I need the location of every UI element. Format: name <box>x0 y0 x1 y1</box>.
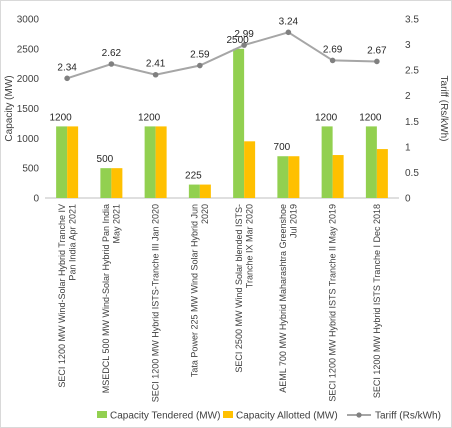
bar-capacity-allotted <box>244 141 256 198</box>
y2-tick-label: 1 <box>405 142 411 153</box>
category-label: SECI 1200 MW Hybrid ISTS-Tranche III Jan… <box>151 204 161 402</box>
bar-capacity-allotted <box>376 149 388 198</box>
y-tick-label: 500 <box>22 164 39 175</box>
y2-tick-label: 2.5 <box>405 66 419 77</box>
tariff-point <box>241 42 247 48</box>
legend-label-tendered: Capacity Tendered (MW) <box>110 411 220 422</box>
tariff-line-group <box>64 29 380 82</box>
legend: Capacity Tendered (MW) Capacity Allotted … <box>97 411 441 422</box>
bars-group <box>56 48 388 199</box>
bar-capacity-tendered <box>321 126 333 198</box>
data-label-tendered: 700 <box>274 142 291 153</box>
data-label-tariff: 2.59 <box>190 50 210 61</box>
legend-swatch-tendered <box>97 411 107 418</box>
tariff-line <box>66 31 377 80</box>
category-label: SECI 2500 MW Wind Solar blended ISTS- <box>234 204 244 373</box>
tariff-point <box>108 61 115 67</box>
category-label: SECI 1200 MW Wind-Solar Hybrid Tranche I… <box>57 204 67 388</box>
y-tick-label: 1000 <box>17 134 40 145</box>
y-tick-label: 2500 <box>17 44 40 55</box>
y2-tick-label: 1.5 <box>405 117 419 128</box>
y2-tick-label: 0.5 <box>405 168 419 179</box>
bar-capacity-tendered <box>365 126 377 198</box>
category-label: May 2021 <box>112 204 122 244</box>
y-tick-label: 3000 <box>17 15 40 26</box>
bar-capacity-tendered <box>56 126 68 198</box>
y-tick-label: 1500 <box>17 104 40 115</box>
tariff-point <box>285 29 292 36</box>
bar-capacity-allotted <box>199 184 211 198</box>
tariff-point <box>197 62 203 69</box>
y2-tick-label: 3 <box>405 40 411 51</box>
bar-capacity-allotted <box>332 155 344 198</box>
category-label: Tata Power 225 MW Wind Solar Hybrid Jun <box>190 204 200 377</box>
y2-axis-title: Tariff (Rs/kWh) <box>438 76 449 142</box>
bar-capacity-allotted <box>155 126 167 198</box>
category-label: Tranche IX Mar 2020 <box>244 204 254 288</box>
y2-tick-label: 2 <box>405 91 411 102</box>
bar-capacity-allotted <box>288 156 300 198</box>
tariff-point <box>64 75 70 82</box>
bar-capacity-tendered <box>277 156 289 198</box>
tariff-point <box>152 71 159 78</box>
y2-tick-label: 0 <box>405 194 411 205</box>
category-label: Jul 2019 <box>289 204 299 238</box>
data-label-tendered: 1200 <box>315 112 338 123</box>
category-labels-group: SECI 1200 MW Wind-Solar Hybrid Tranche I… <box>57 204 382 402</box>
data-label-tariff: 2.41 <box>146 59 166 70</box>
bar-capacity-tendered <box>144 126 156 198</box>
data-label-tariff: 2.34 <box>57 62 77 73</box>
data-label-tendered: 225 <box>185 171 202 182</box>
legend-swatch-allotted <box>223 411 233 418</box>
data-label-tariff: 2.67 <box>367 45 387 56</box>
y-axis-title: Capacity (MW) <box>4 75 15 141</box>
legend-label-allotted: Capacity Allotted (MW) <box>236 411 338 422</box>
category-label: SECI 1200 MW Hybrid ISTS Tranche I Dec 2… <box>372 204 382 398</box>
bar-capacity-allotted <box>67 126 79 198</box>
data-label-tendered: 1200 <box>50 112 73 123</box>
category-label: MSEDCL 500 MW Wind-Solar Hybrid Pan Indi… <box>101 204 111 393</box>
bar-capacity-tendered <box>233 48 245 199</box>
bar-capacity-allotted <box>111 168 123 198</box>
tariff-point <box>374 58 380 65</box>
legend-marker-tariff <box>356 412 362 418</box>
data-label-tendered: 1200 <box>359 112 382 123</box>
legend-label-tariff: Tariff (Rs/kWh) <box>375 411 441 422</box>
data-label-tendered: 2500 <box>227 35 250 46</box>
tariff-point <box>329 57 336 64</box>
y-tick-label: 2000 <box>17 74 40 85</box>
y-tick-label: 0 <box>33 194 39 205</box>
y2-tick-label: 3.5 <box>405 15 419 26</box>
data-label-tariff: 3.24 <box>279 16 299 27</box>
category-label: SECI 1200 MW Hybrid ISTS Tranche II May … <box>328 204 338 402</box>
data-label-tendered: 500 <box>97 154 114 165</box>
data-label-tariff: 2.69 <box>323 44 343 55</box>
category-label: Pan India Apr 2021 <box>67 204 77 281</box>
data-label-tariff: 2.62 <box>102 48 122 59</box>
data-labels-group: 1200 500 1200 225 2500 700 1200 1200 2.34 2.62 2.4… <box>50 16 388 181</box>
category-label: AEML 700 MW Hybrid Maharashtra Greenshoe <box>278 204 288 393</box>
axes-group: 0 500 1000 1500 2000 2500 3000 0 0.5 1 1.5 2 2.5 3 3.5… <box>4 15 449 205</box>
bar-capacity-tendered <box>100 168 112 198</box>
data-label-tendered: 1200 <box>138 112 161 123</box>
bar-capacity-tendered <box>188 184 200 198</box>
category-label: 2020 <box>200 204 210 224</box>
data-label-tariff: 2.99 <box>234 29 254 40</box>
